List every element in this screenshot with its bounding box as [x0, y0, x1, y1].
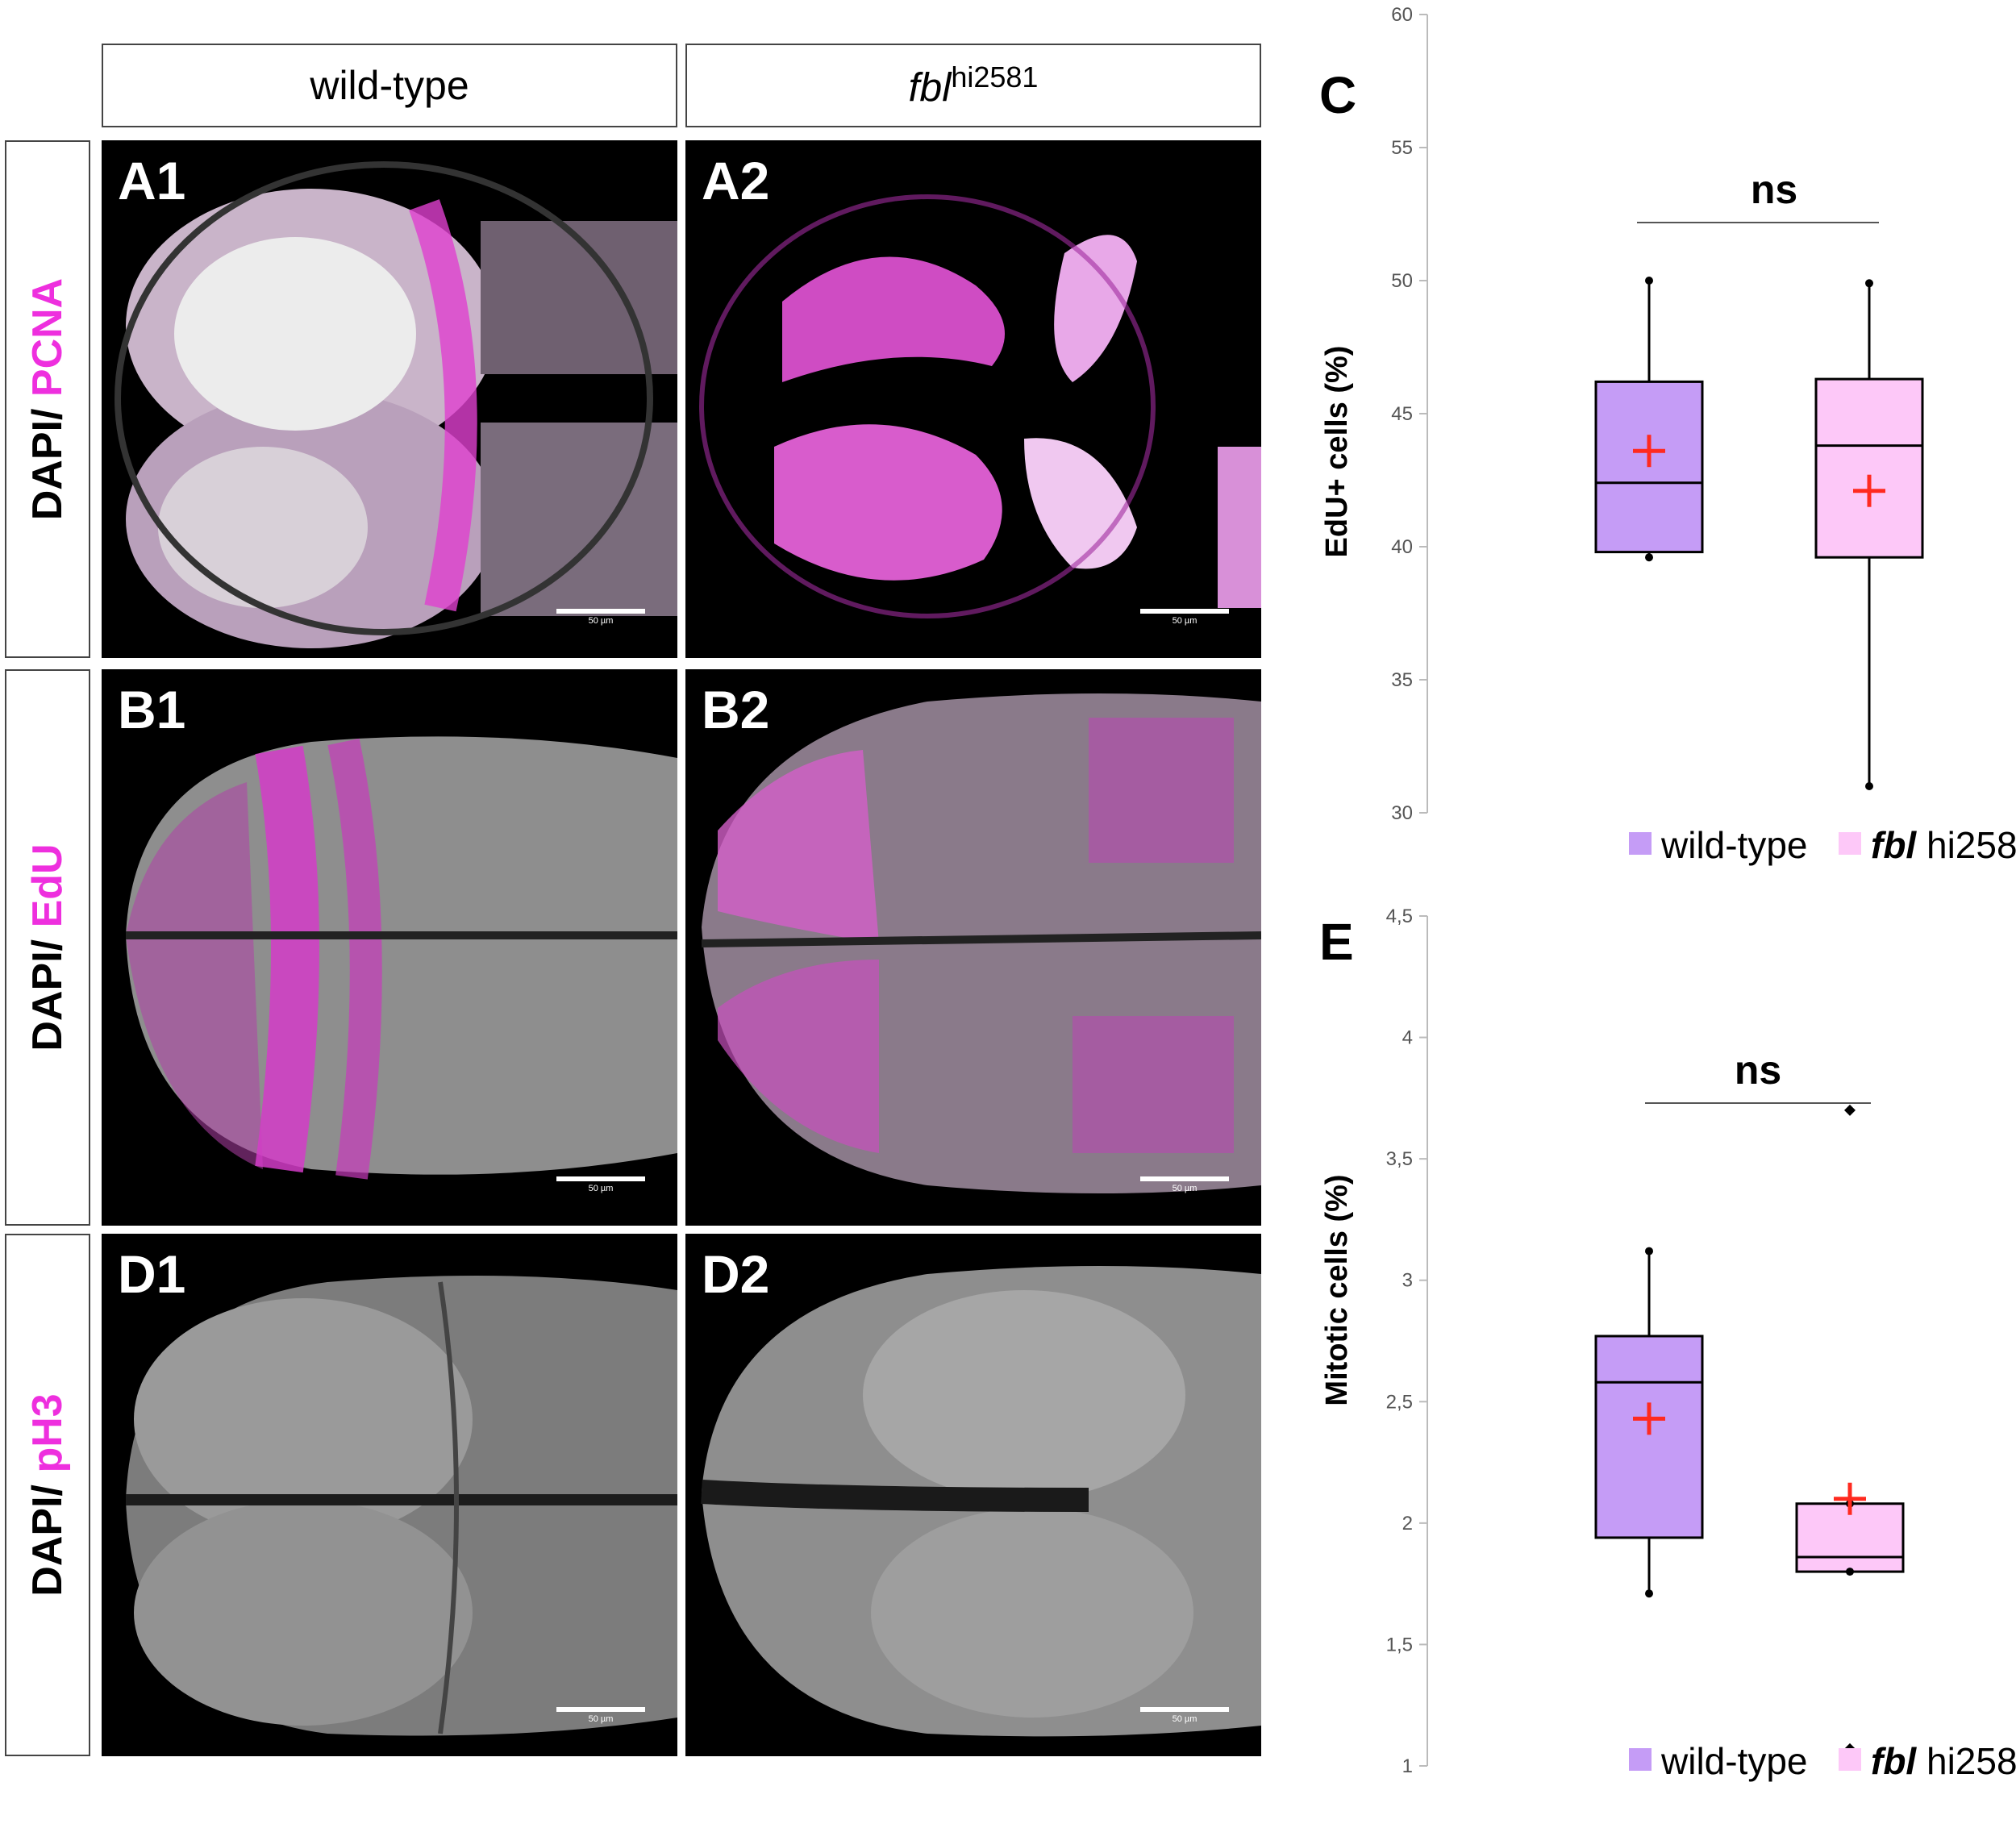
scale-bar-a2: 50 µm — [1140, 609, 1229, 626]
y-tick-label: 3,5 — [1386, 1148, 1413, 1170]
whisker-cap-max — [1645, 1247, 1653, 1255]
whisker-cap-min — [1846, 1568, 1854, 1576]
box-body — [1814, 377, 1924, 559]
chart-c-axis: 30 35 40 45 50 55 60 — [1391, 4, 1428, 824]
box-body — [1594, 1335, 1704, 1539]
panel-label-b1: B1 — [118, 680, 186, 739]
whisker-cap-max — [1645, 277, 1653, 285]
chart-c-legend-swatch-fbl — [1839, 832, 1861, 855]
chart-e-legend-wildtype: wild-type — [1660, 1740, 1808, 1782]
chart-c-legend-wildtype: wild-type — [1660, 824, 1808, 866]
column-header-wildtype: wild-type — [102, 44, 677, 127]
row-label-ph3: DAPI/ pH3 — [5, 1234, 90, 1756]
fbl-gene-name: fbl — [908, 65, 952, 110]
chart-e-mitotic: E Mitotic cells (%) 1 1,5 2 2,5 3 3,5 4 4,5 ns … — [1274, 903, 2016, 1824]
chart-e-legend-fbl: fbl hi2581 — [1871, 1740, 2016, 1782]
scale-bar-d2: 50 µm — [1140, 1707, 1229, 1724]
panel-label-b2: B2 — [702, 680, 770, 739]
fbl-allele: hi2581 — [951, 60, 1039, 94]
y-tick-label: 3 — [1402, 1270, 1413, 1292]
whisker-cap-min — [1645, 553, 1653, 562]
scale-bar-b2: 50 µm — [1140, 1176, 1229, 1193]
y-tick-label: 50 — [1391, 270, 1413, 292]
chart-e-legend-swatch-fbl — [1839, 1748, 1861, 1771]
chart-e-ylabel: Mitotic cells (%) — [1320, 1174, 1354, 1405]
y-tick-label: 4 — [1402, 1027, 1413, 1049]
box-fbl — [1814, 279, 1924, 790]
chart-e-ns: ns — [1735, 1047, 1781, 1093]
chart-c-boxes — [1594, 277, 1924, 790]
chart-c-ns: ns — [1751, 167, 1797, 212]
panel-label-d2: D2 — [702, 1244, 770, 1304]
chart-e-legend-swatch-wildtype — [1629, 1748, 1652, 1771]
y-tick-label: 2,5 — [1386, 1391, 1413, 1413]
micrograph-a2: A2 50 µm — [685, 140, 1261, 658]
y-tick-label: 30 — [1391, 802, 1413, 824]
chart-c-legend-swatch-wildtype — [1629, 832, 1652, 855]
column-header-fbl: fblhi2581 — [685, 44, 1261, 127]
row-label-edu-text: DAPI/ EdU — [24, 843, 71, 1051]
whisker-cap-min — [1865, 782, 1873, 790]
micrograph-d1: D1 50 µm — [102, 1234, 677, 1756]
row-label-pcna-text: DAPI/ PCNA — [24, 277, 71, 521]
scale-bar-b1: 50 µm — [556, 1176, 645, 1193]
box-fbl — [1795, 1104, 1905, 1755]
y-tick-label: 2 — [1402, 1513, 1413, 1534]
box-wildtype — [1594, 277, 1704, 562]
y-tick-label: 45 — [1391, 403, 1413, 425]
chart-c-letter: C — [1319, 66, 1356, 124]
box-body — [1594, 380, 1704, 554]
box-wildtype — [1594, 1247, 1704, 1598]
whisker-cap-max — [1865, 279, 1873, 288]
panel-label-a2: A2 — [702, 151, 770, 210]
column-header-wildtype-text: wild-type — [310, 63, 469, 108]
y-tick-label: 40 — [1391, 536, 1413, 558]
chart-e-axis: 1 1,5 2 2,5 3 3,5 4 4,5 — [1386, 906, 1428, 1777]
outlier-point — [1844, 1104, 1856, 1116]
whisker-cap-min — [1645, 1589, 1653, 1598]
y-tick-label: 1,5 — [1386, 1634, 1413, 1655]
y-tick-label: 35 — [1391, 669, 1413, 691]
scale-bar-a1: 50 µm — [556, 609, 645, 626]
scale-bar-d1: 50 µm — [556, 1707, 645, 1724]
micrograph-a1: A1 50 µm — [102, 140, 677, 658]
micrograph-b2: B2 50 µm — [685, 669, 1261, 1226]
box-body — [1795, 1502, 1905, 1573]
chart-e-letter: E — [1319, 913, 1354, 971]
column-header-fbl-text: fblhi2581 — [909, 60, 1039, 111]
y-tick-label: 60 — [1391, 4, 1413, 26]
micrograph-d2: D2 50 µm — [685, 1234, 1261, 1756]
chart-e-boxes — [1594, 1104, 1905, 1755]
micrograph-b1: B1 50 µm — [102, 669, 677, 1226]
y-tick-label: 1 — [1402, 1755, 1413, 1777]
chart-c-svg: C EdU+ cells (%) 30 35 40 45 50 55 60 ns wild-… — [1319, 4, 2016, 866]
row-label-pcna: DAPI/ PCNA — [5, 140, 90, 658]
row-label-ph3-text: DAPI/ pH3 — [24, 1393, 71, 1597]
chart-c-legend-fbl: fbl hi2581 — [1871, 824, 2016, 866]
chart-c-ylabel: EdU+ cells (%) — [1320, 346, 1354, 558]
chart-e-svg: E Mitotic cells (%) 11,522,533,544,5 ns … — [1319, 906, 2016, 1782]
chart-c-edu: C EdU+ cells (%) 30 35 40 45 50 55 60 ns wild-… — [1274, 0, 2016, 903]
panel-label-d1: D1 — [118, 1244, 186, 1304]
y-tick-label: 55 — [1391, 137, 1413, 159]
row-label-edu: DAPI/ EdU — [5, 669, 90, 1226]
y-tick-label: 4,5 — [1386, 906, 1413, 927]
panel-label-a1: A1 — [118, 151, 186, 210]
